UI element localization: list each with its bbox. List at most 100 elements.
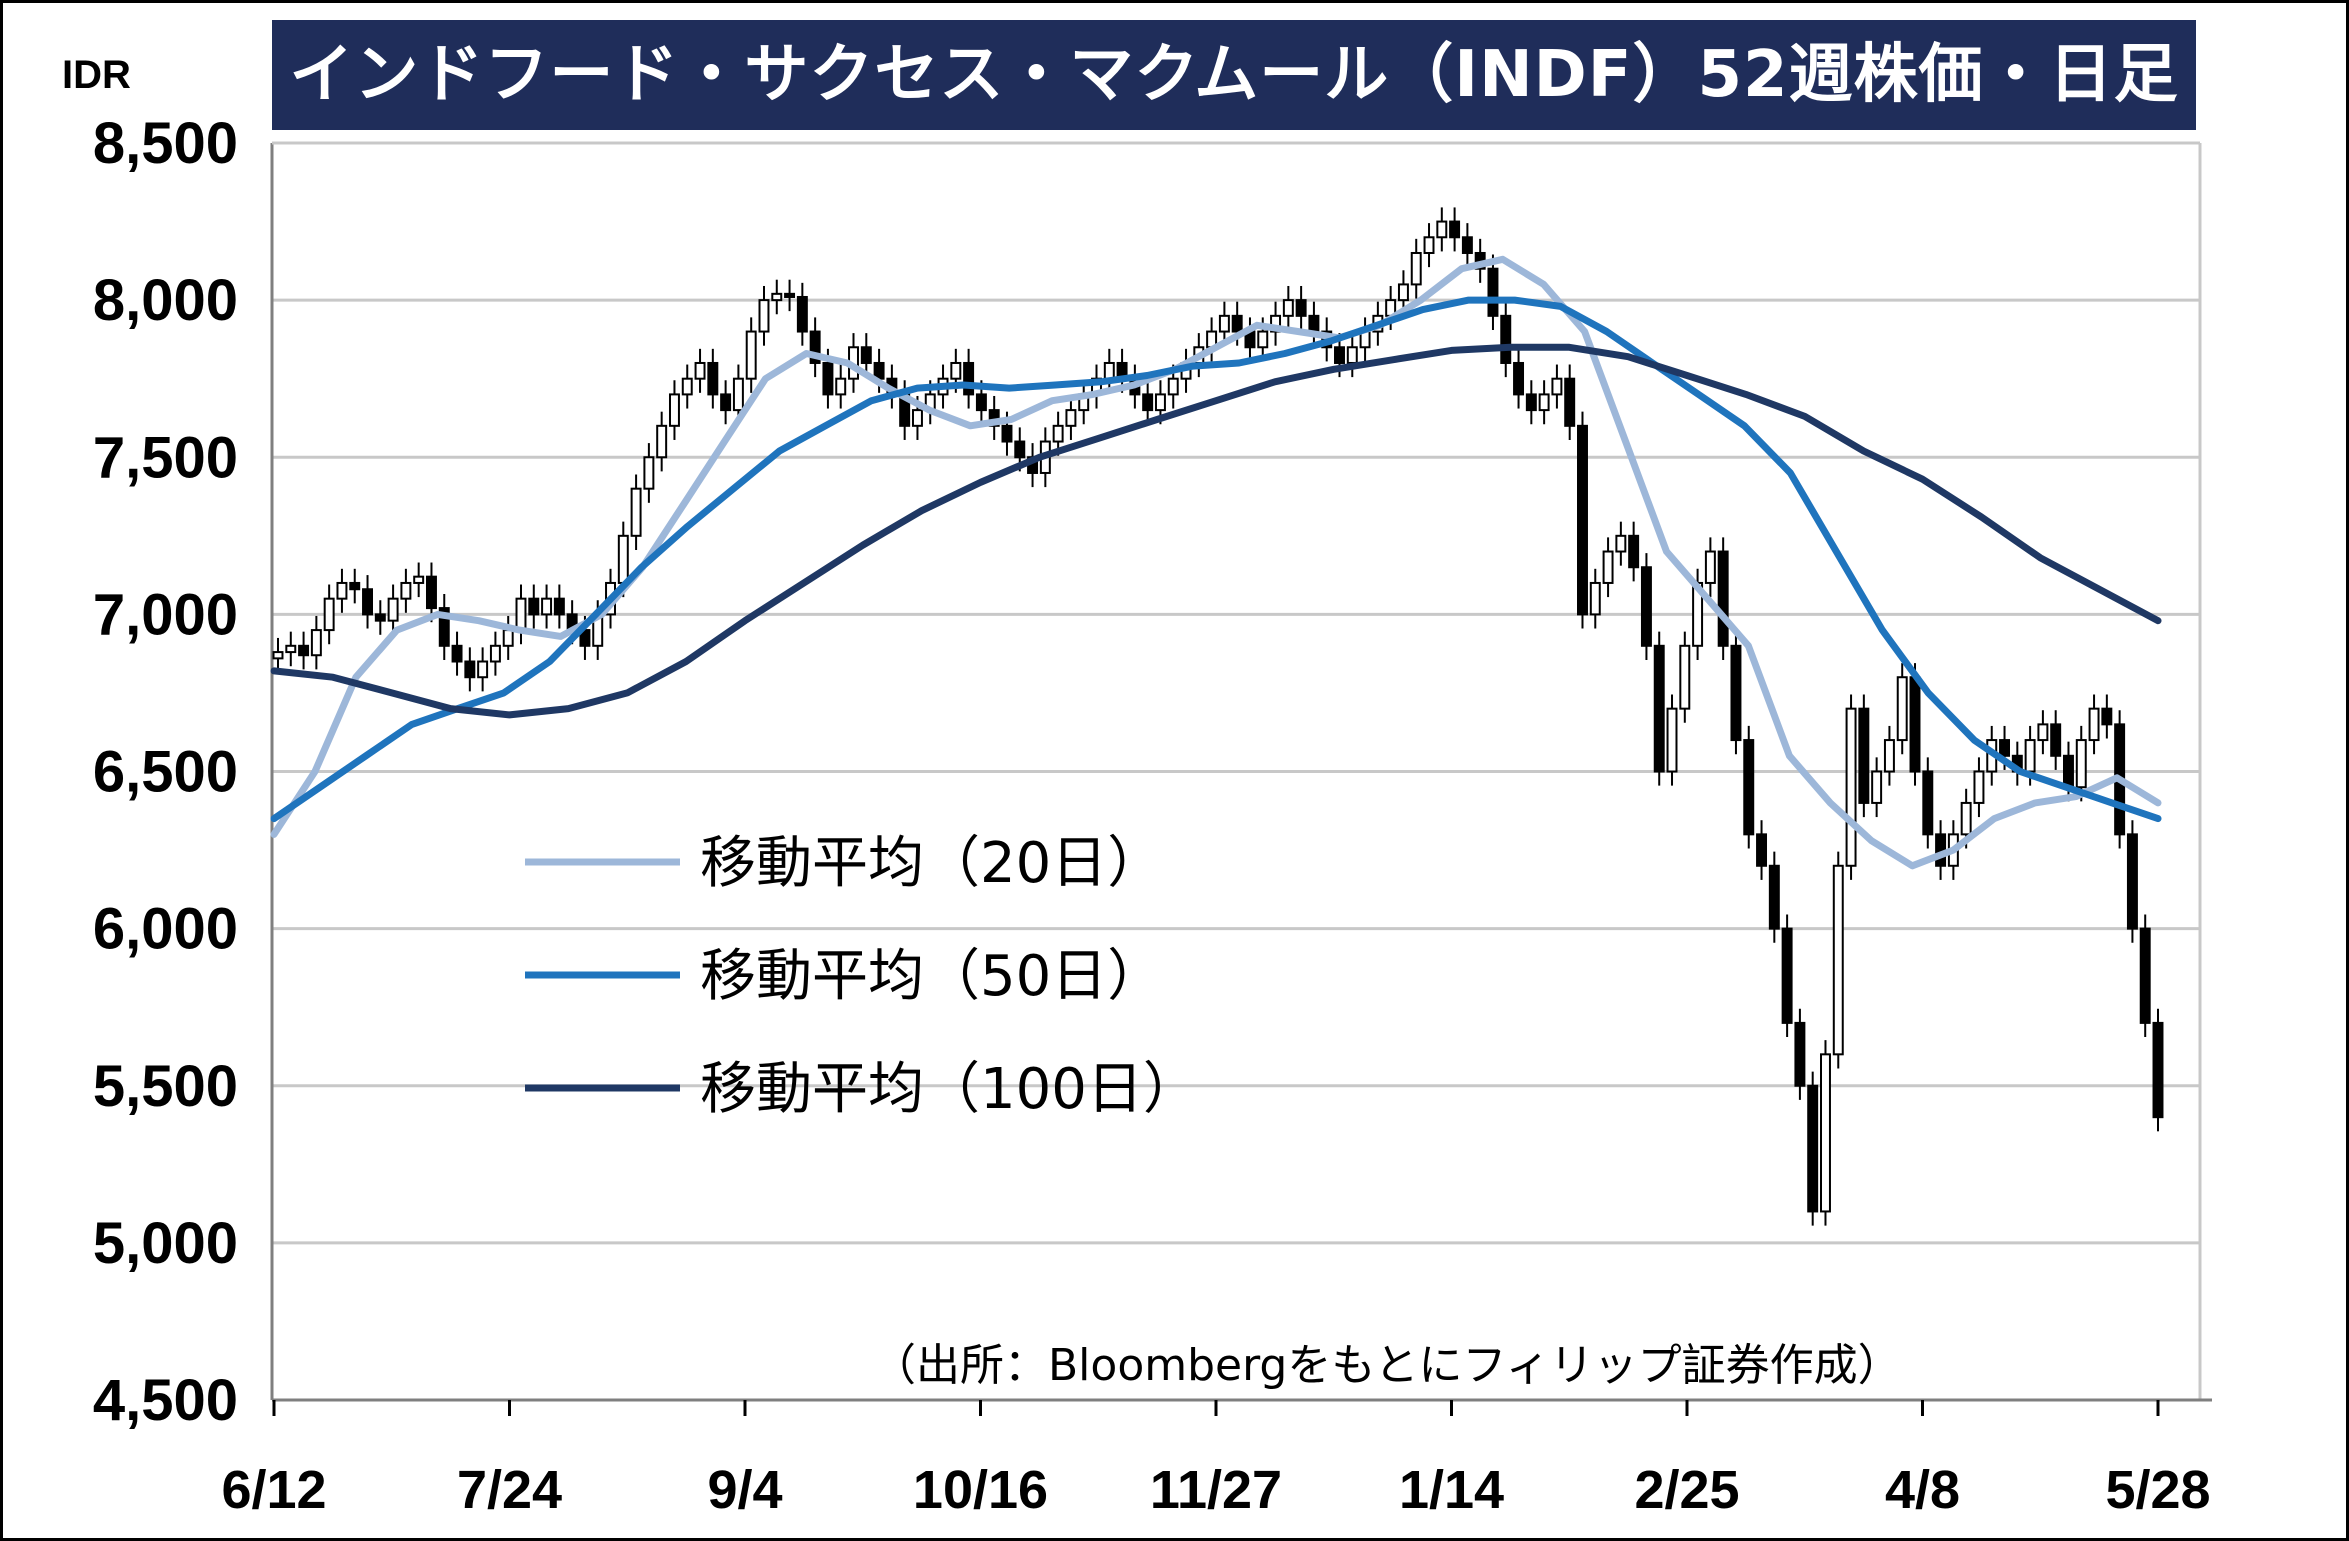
x-tick-label: 7/24 — [457, 1460, 562, 1520]
candle-body — [1001, 424, 1013, 443]
candle-body — [1589, 581, 1601, 616]
candle-body — [1960, 801, 1972, 836]
candle-body — [1334, 346, 1345, 364]
candle-body — [617, 534, 629, 584]
candle-body — [1858, 707, 1870, 804]
candlesticks — [272, 207, 2164, 1226]
y-unit-label: IDR — [62, 53, 131, 97]
candle-body — [745, 330, 757, 380]
x-tick-label: 5/28 — [2105, 1460, 2210, 1520]
y-tick-label: 8,500 — [93, 111, 238, 176]
x-tick-label: 4/8 — [1885, 1460, 1960, 1520]
candle-body — [1973, 770, 1985, 804]
candle-body — [835, 377, 847, 396]
candle-body — [1154, 393, 1166, 412]
x-tick-label: 9/4 — [707, 1460, 782, 1520]
candle-body — [1845, 707, 1857, 867]
candle-body — [668, 393, 680, 427]
ma50-line — [270, 296, 2162, 823]
axes: 8,500 8,000 7,500 7,000 6,500 6,000 5,500 5,000… — [93, 111, 2212, 1520]
candle-body — [489, 644, 501, 663]
candle-body — [323, 597, 335, 632]
candle-body — [425, 575, 437, 610]
candle-body — [1538, 393, 1550, 412]
candle-body — [1564, 377, 1576, 427]
candle-body — [1231, 314, 1243, 333]
candle-body — [732, 377, 744, 412]
candle-body — [1513, 361, 1525, 396]
candle-body — [1922, 770, 1934, 836]
candle-body — [1653, 644, 1665, 773]
candle-body — [873, 361, 885, 380]
candle-body — [1218, 314, 1230, 333]
candle-body — [1883, 739, 1895, 773]
candle-body — [272, 651, 284, 660]
candle-body — [553, 597, 565, 616]
candle-body — [438, 607, 450, 647]
candle-body — [860, 346, 872, 364]
candle-body — [1103, 361, 1115, 380]
source-note: （出所：Bloombergをもとにフィリップ証券作成） — [872, 1340, 1902, 1391]
candle-body — [387, 597, 399, 622]
x-tick-label: 1/14 — [1399, 1460, 1504, 1520]
candle-body — [1577, 424, 1588, 616]
candle-body — [413, 575, 425, 584]
x-tick-label: 10/16 — [913, 1460, 1048, 1520]
candle-body — [2050, 723, 2062, 757]
candle-body — [1065, 409, 1077, 427]
candle-body — [2139, 927, 2151, 1024]
candle-body — [2024, 739, 2036, 773]
candle-body — [643, 456, 655, 490]
candle-body — [349, 581, 361, 591]
candle-body — [784, 292, 796, 298]
candle-body — [1397, 283, 1409, 302]
candle-body — [2152, 1021, 2164, 1119]
candle-body — [1666, 707, 1678, 773]
candle-body — [1014, 440, 1026, 459]
candle-body — [1896, 676, 1908, 742]
legend-label: 移動平均（100日） — [700, 1057, 1199, 1122]
y-tick-label: 6,000 — [93, 897, 238, 962]
candle-body — [630, 487, 642, 537]
candle-body — [2037, 723, 2049, 742]
x-tick-label: 6/12 — [221, 1460, 326, 1520]
candle-body — [2126, 833, 2138, 930]
candle-body — [1410, 251, 1422, 286]
candle-body — [1730, 644, 1742, 742]
ma100-line — [270, 343, 2162, 719]
candle-body — [950, 361, 962, 380]
y-tick-label: 7,000 — [93, 582, 238, 647]
candle-body — [1794, 1021, 1806, 1087]
candle-body — [1909, 676, 1921, 773]
candle-body — [1487, 267, 1499, 317]
candle-body — [1142, 393, 1154, 412]
candle-body — [975, 393, 987, 412]
chart-title: インドフード・サクセス・マクムール（INDF）52週株価・日足 — [272, 20, 2196, 130]
candle-body — [1449, 220, 1461, 239]
candle-body — [298, 644, 310, 657]
candle-body — [1679, 644, 1691, 710]
candle-body — [1615, 534, 1627, 553]
candle-body — [656, 424, 668, 459]
candle-body — [1602, 550, 1614, 584]
candle-body — [1257, 330, 1269, 349]
candle-body — [1282, 299, 1294, 317]
candle-body — [1436, 220, 1448, 239]
candle-body — [681, 377, 693, 396]
candle-body — [515, 597, 527, 632]
candle-body — [1756, 833, 1768, 867]
candle-body — [2063, 754, 2074, 789]
y-tick-label: 4,500 — [93, 1368, 238, 1433]
candle-body — [1500, 314, 1512, 364]
candle-body — [1704, 550, 1716, 584]
candle-body — [362, 588, 373, 616]
candle-body — [1781, 927, 1793, 1024]
candle-body — [1820, 1053, 1831, 1213]
candle-body — [2088, 707, 2100, 742]
legend-label: 移動平均（20日） — [700, 831, 1163, 896]
legend-label: 移動平均（50日） — [700, 944, 1163, 1009]
candle-body — [528, 597, 540, 616]
legend: 移動平均（20日） 移動平均（50日） 移動平均（100日） — [525, 831, 1199, 1122]
candle-body — [502, 629, 514, 647]
candle-body — [822, 361, 834, 396]
